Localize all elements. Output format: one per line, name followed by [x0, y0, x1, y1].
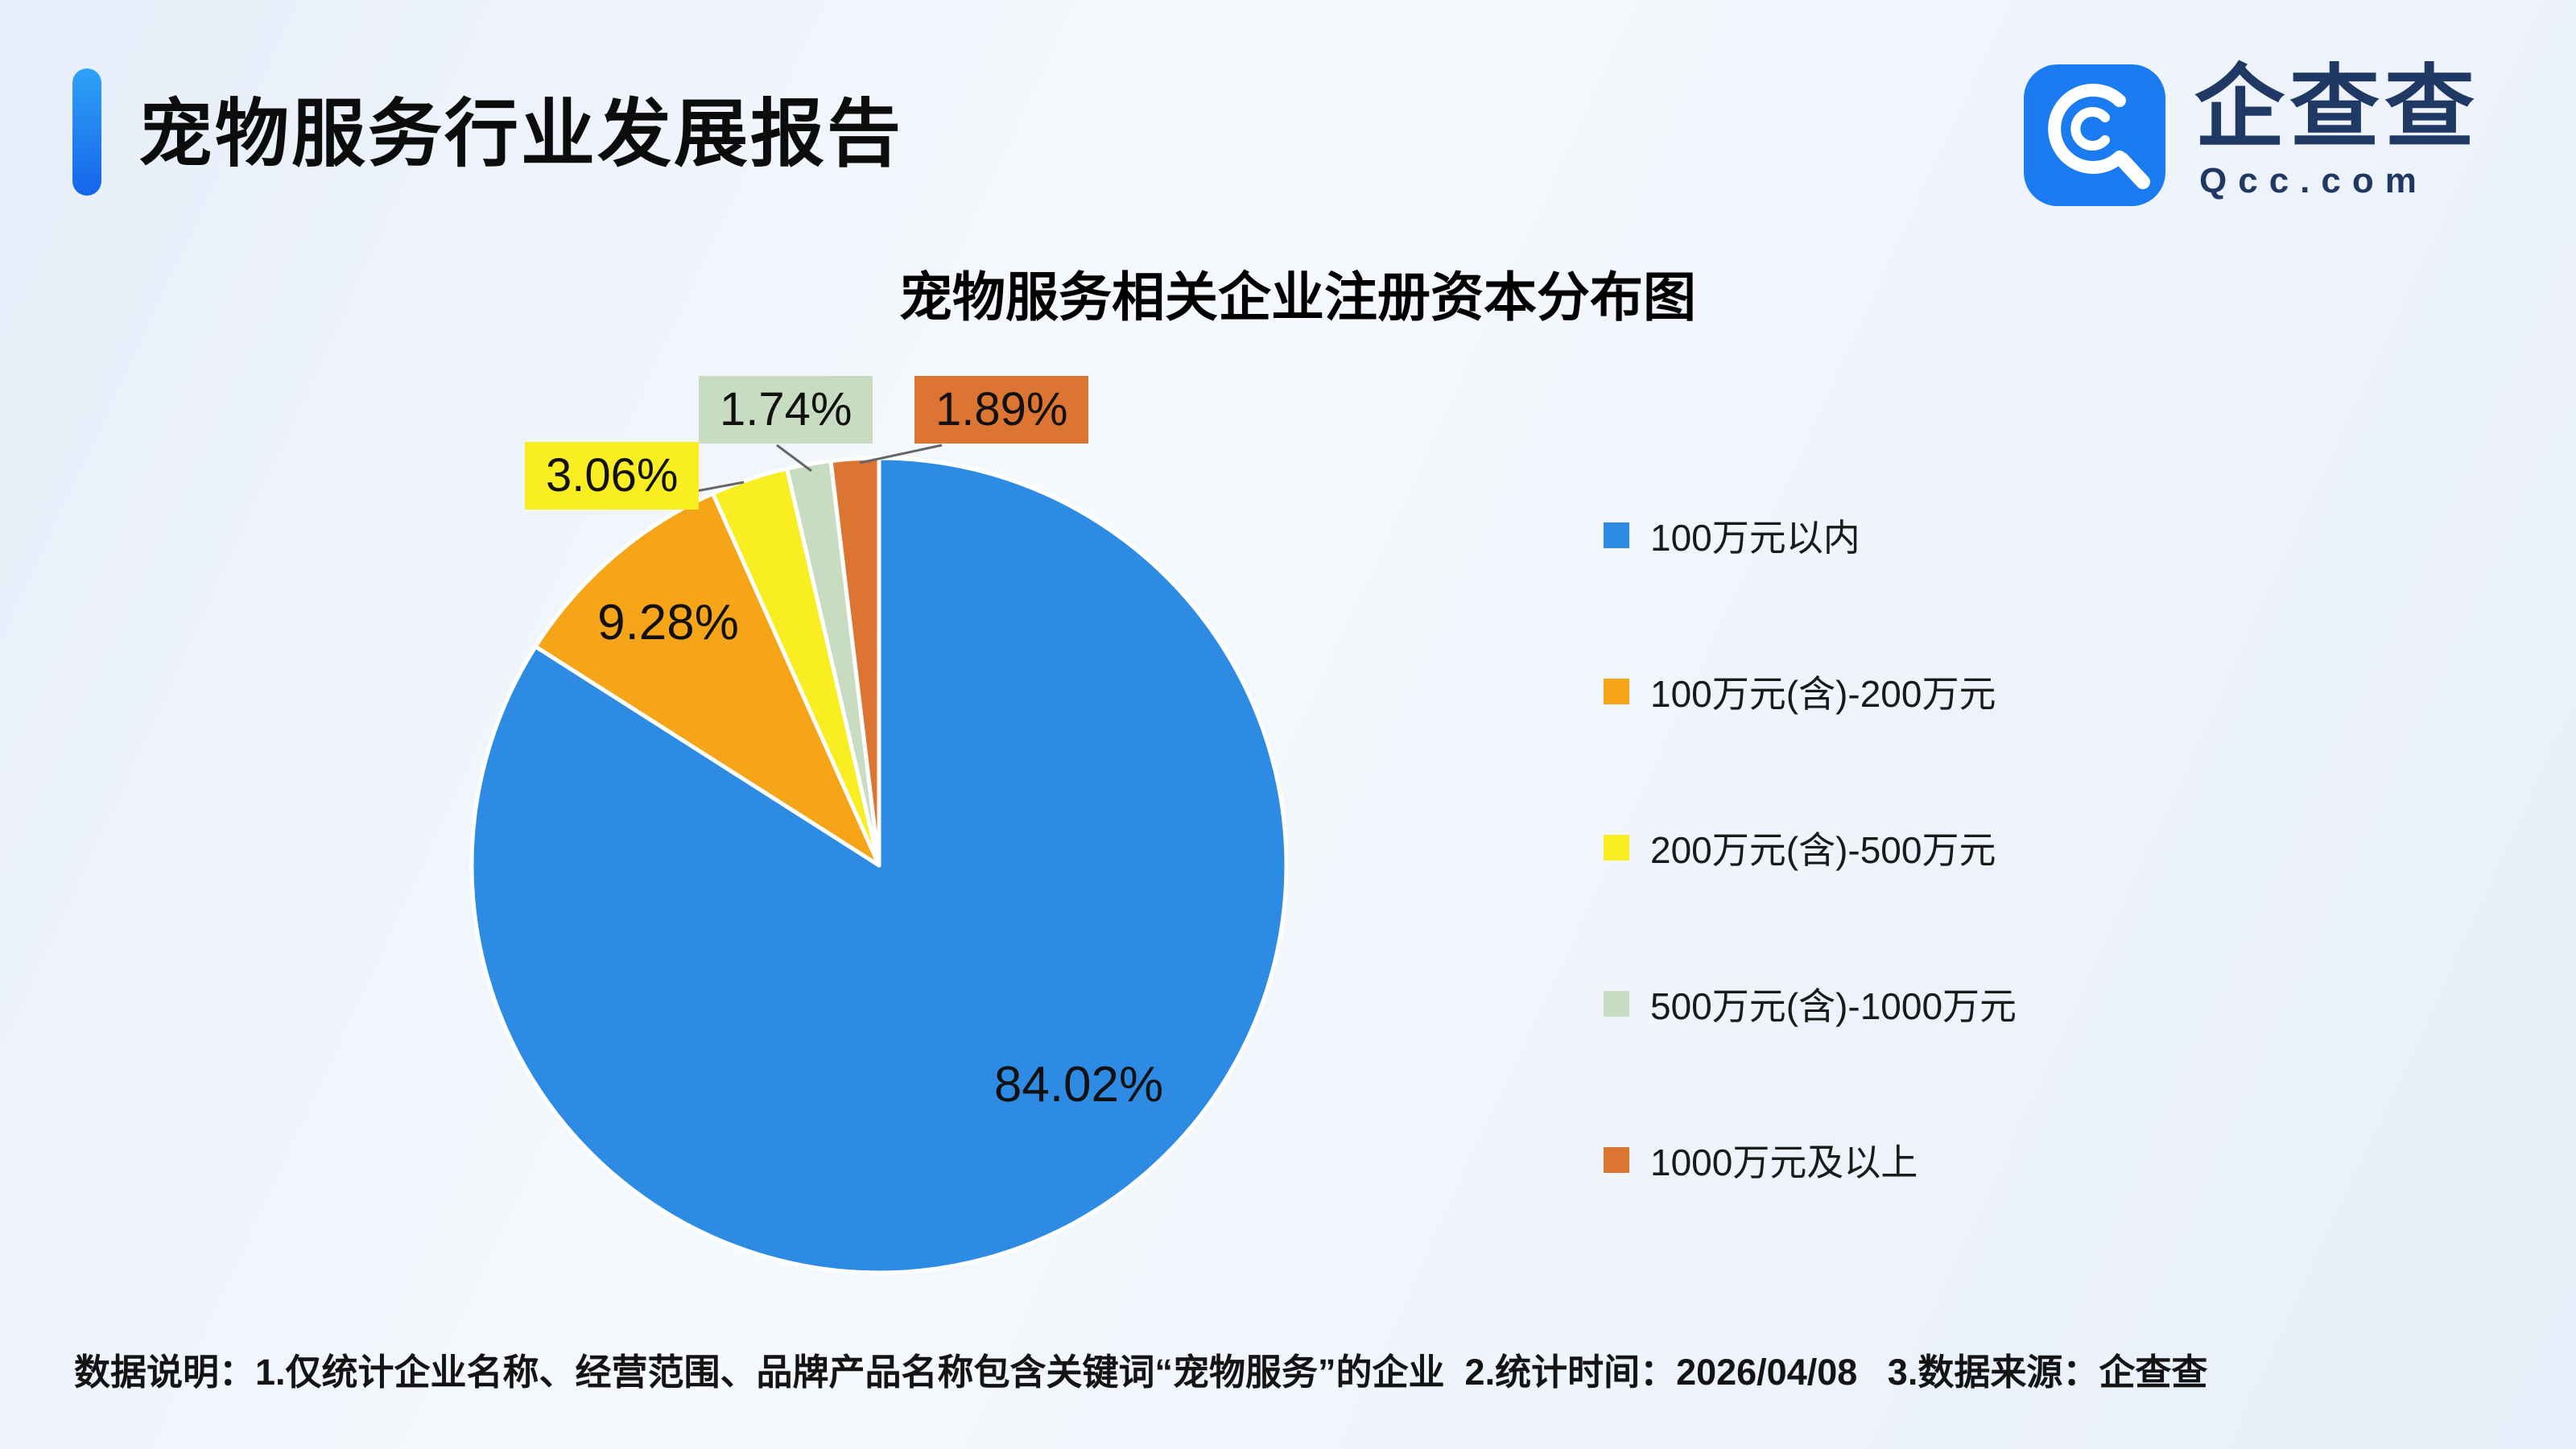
qcc-logo-domain: Qcc.com: [2199, 161, 2428, 200]
leader-lines: [696, 444, 943, 493]
legend-swatch: [1604, 679, 1629, 704]
legend-swatch: [1604, 522, 1629, 548]
pie-label-callout-orange: 1.89%: [914, 376, 1089, 444]
qcc-logo-text: 企查查 Qcc.com: [2194, 63, 2479, 201]
legend-label: 500万元(含)-1000万元: [1650, 985, 2017, 1027]
legend-label: 1000万元及以上: [1650, 1141, 1918, 1183]
leader-line-yellow: [696, 481, 745, 493]
qcc-logo: 企查查 Qcc.com: [2022, 63, 2479, 208]
leader-line-orange: [859, 444, 943, 464]
legend-item: 100万元以内: [1604, 514, 2017, 559]
title-accent-bar: [72, 68, 101, 196]
legend-label: 100万元(含)-200万元: [1650, 673, 1996, 715]
legend-swatch: [1604, 991, 1629, 1017]
leader-line-green: [776, 444, 812, 473]
legend-label: 200万元(含)-500万元: [1650, 829, 1996, 871]
chart-title: 宠物服务相关企业注册资本分布图: [899, 267, 1696, 327]
legend-item: 200万元(含)-500万元: [1604, 826, 2017, 871]
qcc-logo-name: 企查查: [2194, 57, 2479, 158]
legend-swatch: [1604, 835, 1629, 861]
legend-swatch: [1604, 1147, 1629, 1173]
legend-item: 500万元(含)-1000万元: [1604, 982, 2017, 1027]
pie-label-callout-yellow: 3.06%: [525, 442, 700, 510]
legend-item: 100万元(含)-200万元: [1604, 670, 2017, 715]
chart-legend: 100万元以内 100万元(含)-200万元 200万元(含)-500万元 500万元…: [1604, 514, 2017, 1183]
legend-label: 100万元以内: [1650, 517, 1860, 559]
pie-label-inside: 84.02%: [993, 1057, 1164, 1113]
pie-label-callout-green: 1.74%: [699, 376, 873, 444]
page-title: 宠物服务行业发展报告: [138, 93, 904, 175]
footer-note: 数据说明：1.仅统计企业名称、经营范围、品牌产品名称包含关键词“宠物服务”的企业…: [74, 1352, 2208, 1393]
qcc-logo-icon: [2024, 64, 2165, 206]
pie-label-outside: 9.28%: [597, 595, 739, 650]
pie-chart: [469, 444, 1289, 1275]
legend-item: 1000万元及以上: [1604, 1138, 2017, 1183]
